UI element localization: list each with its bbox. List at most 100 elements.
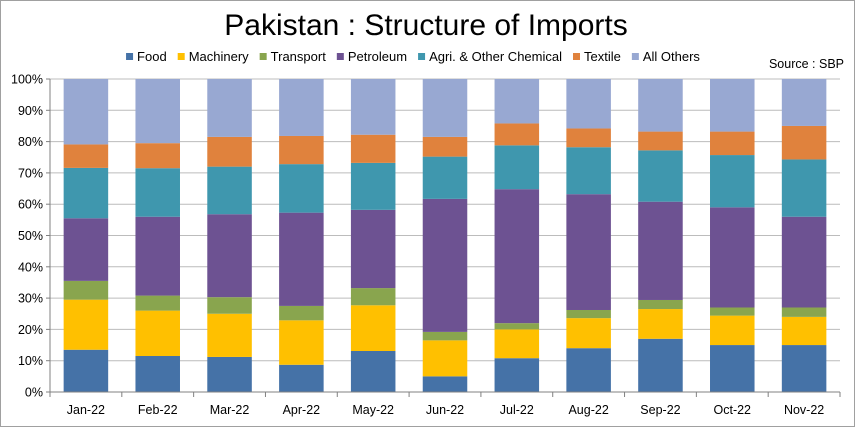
legend-label: Agri. & Other Chemical [429,49,562,64]
legend: Food Machinery Transport Petroleum Agri. & O… [126,49,700,64]
x-tick-label: May-22 [352,403,394,417]
bar-segment-food [350,350,396,392]
bar-segment-food [63,349,109,392]
bar-segment-food [422,376,468,392]
x-tick-label: Mar-22 [210,403,250,417]
bar-segment-machinery [135,310,180,357]
bar-segment-food [638,338,683,392]
bar-segment-machinery [566,318,611,349]
legend-label: Machinery [189,49,249,64]
bar-segment-agri-other-chemical [63,167,109,219]
bar-segment-all-others [494,79,540,124]
bar-segment-transport [279,305,324,321]
bar-segment-all-others [422,79,468,137]
bar-segment-machinery [422,340,468,377]
source-note: Source : SBP [769,57,844,71]
bar-segment-all-others [710,79,755,132]
bar-segment-petroleum [207,214,252,298]
bar-segment-transport [135,295,180,311]
bars [63,79,827,392]
bar-segment-textile [566,128,611,148]
bar-segment-machinery [207,313,252,357]
y-tick-label: 10% [18,354,43,368]
legend-swatch [177,53,185,60]
legend-swatch [336,53,344,60]
legend-item-agri-other-chemical: Agri. & Other Chemical [418,49,562,64]
bar-segment-all-others [638,79,683,132]
bar-segment-textile [494,123,540,146]
axes [49,79,840,393]
y-tick-label: 70% [18,166,43,180]
legend-swatch [573,53,581,60]
legend-item-petroleum: Petroleum [336,49,407,64]
bar-segment-agri-other-chemical [638,150,683,202]
bar-segment-machinery [279,320,324,365]
legend-label: Transport [271,49,327,64]
bar-segment-agri-other-chemical [135,168,180,217]
bar-segment-transport [494,323,540,330]
bar-segment-petroleum [422,198,468,332]
bar-segment-machinery [710,315,755,346]
bar-segment-food [135,356,180,392]
bar-segment-textile [710,131,755,156]
bar-segment-agri-other-chemical [422,156,468,199]
y-tick-label: 0% [25,386,43,400]
bar-segment-machinery [494,329,540,359]
bar-segment-textile [638,131,683,151]
legend-swatch [259,53,267,60]
bar-segment-textile [781,125,827,160]
bar-segment-food [781,345,827,392]
bar-segment-food [494,358,540,392]
legend-swatch [418,53,426,60]
bar-segment-all-others [781,79,827,126]
legend-item-textile: Textile [573,49,621,64]
bar-segment-all-others [350,79,396,135]
bar-segment-petroleum [494,189,540,324]
bar-segment-petroleum [279,212,324,306]
y-tick-label: 80% [18,135,43,149]
bar-segment-food [207,356,252,392]
legend-label: All Others [643,49,701,64]
y-tick-label: 100% [11,73,43,87]
x-tick-label: Aug-22 [568,403,608,417]
y-axis-ticks: 0% 10% 20% 30% 40% 50% 60% 70% 80% 90% 100% [11,73,50,400]
x-tick-label: Jan-22 [67,403,105,417]
bar-segment-petroleum [350,209,396,289]
bar-segment-petroleum [638,201,683,300]
bar-segment-food [279,364,324,392]
x-axis-ticks: Jan-22 Feb-22 Mar-22 Apr-22 May-22 Jun-22 Jul-… [49,392,841,417]
bar-segment-petroleum [566,194,611,310]
bar-segment-machinery [63,299,109,350]
legend-item-machinery: Machinery [177,49,249,64]
bar-segment-petroleum [135,216,180,296]
bar-segment-agri-other-chemical [207,166,252,215]
bar-segment-machinery [781,316,827,346]
bar-segment-transport [63,280,109,300]
bar-segment-agri-other-chemical [350,162,396,210]
x-tick-label: Oct-22 [714,403,752,417]
bar-segment-transport [710,307,755,316]
y-tick-label: 20% [18,323,43,337]
legend-swatch [126,53,134,60]
bar-segment-transport [781,307,827,317]
legend-item-all-others: All Others [631,49,701,64]
bar-segment-all-others [207,79,252,137]
chart-title: Pakistan : Structure of Imports [224,9,628,42]
y-tick-label: 60% [18,198,43,212]
bar-segment-textile [350,134,396,163]
bar-segment-textile [207,136,252,167]
bar-segment-textile [135,143,180,169]
bar-segment-petroleum [710,207,755,308]
bar-segment-agri-other-chemical [781,159,827,217]
bar-segment-machinery [350,305,396,351]
y-tick-label: 40% [18,260,43,274]
y-tick-label: 30% [18,292,43,306]
bar-segment-all-others [135,79,180,144]
bar-segment-transport [422,331,468,341]
legend-swatch [631,53,639,60]
bar-segment-textile [63,144,109,168]
bar-segment-agri-other-chemical [566,147,611,195]
bar-segment-food [566,348,611,392]
